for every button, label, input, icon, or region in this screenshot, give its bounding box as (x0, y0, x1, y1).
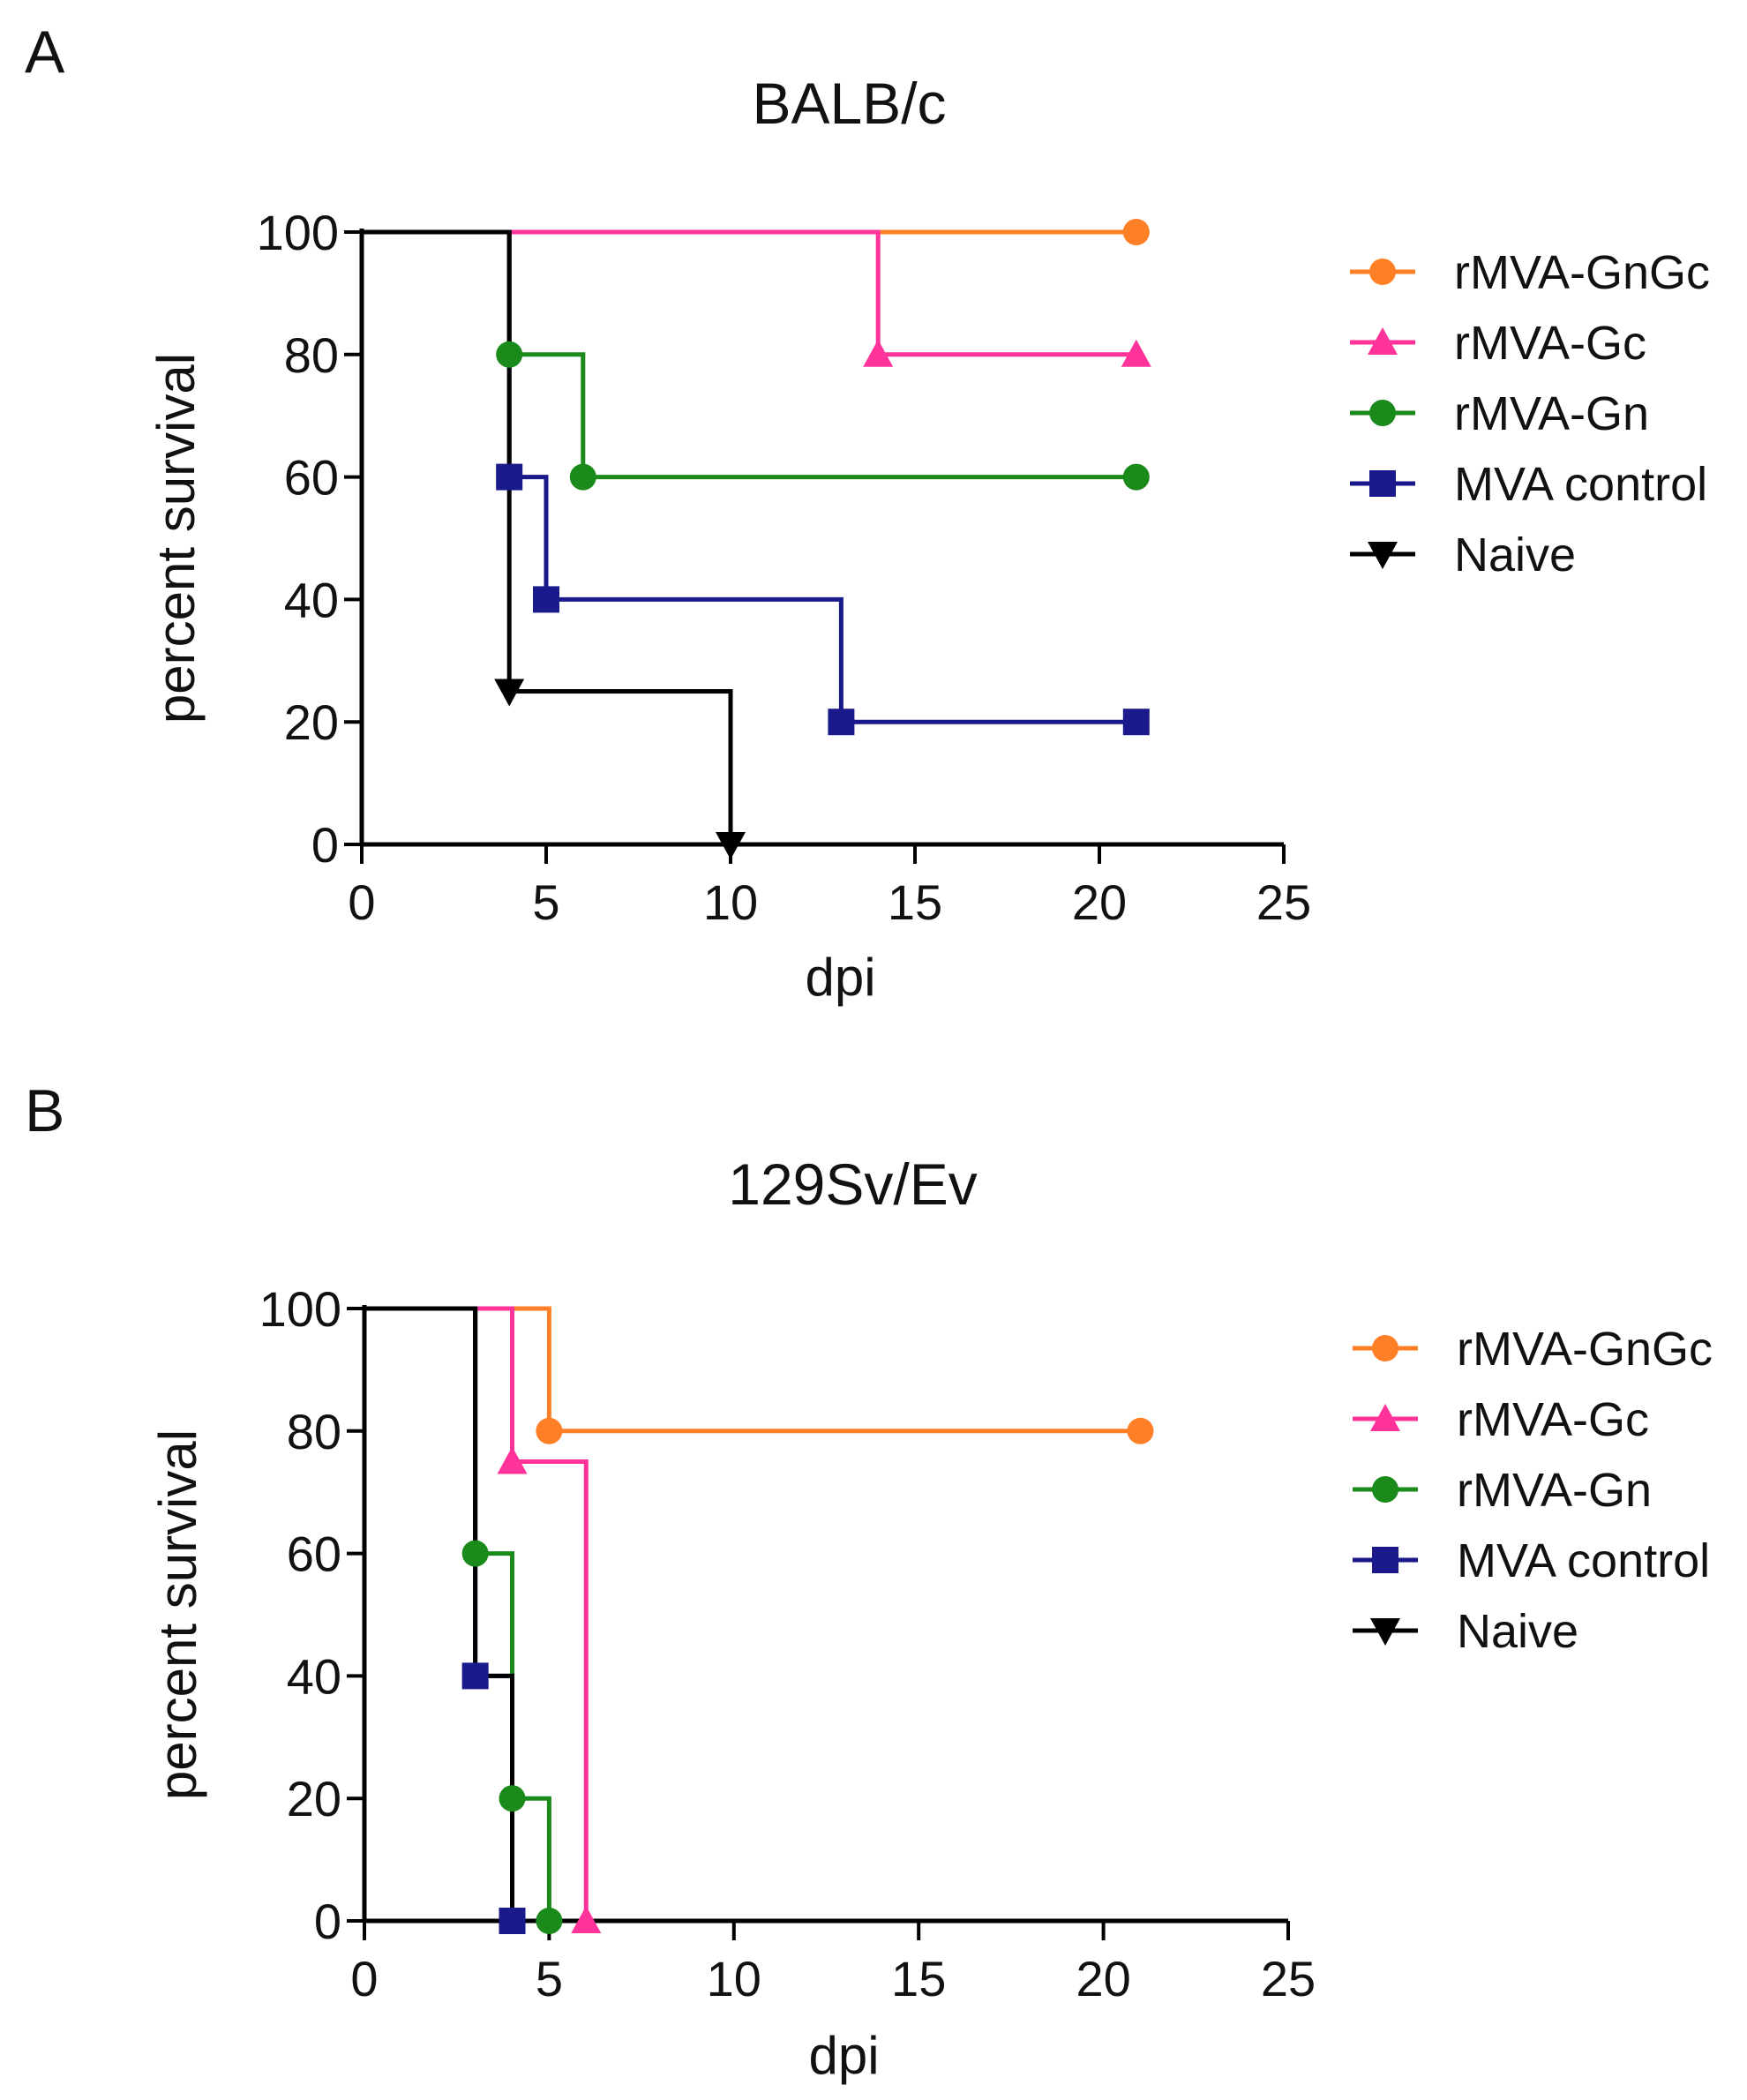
legend-entry-rmva-gngc: rMVA-GnGc (1350, 246, 1710, 299)
chart-balbc: BALB/c 0 20 40 60 80 100 0 5 10 15 20 25 dpi percent s… (146, 71, 1710, 1007)
legend-marker (1369, 400, 1396, 426)
data-point-rmva-gn (569, 463, 596, 491)
data-point-rmva-gngc (1127, 1417, 1154, 1444)
data-point-mva-control (499, 1908, 526, 1934)
data-point-rmva-gc (497, 1446, 528, 1474)
x-tick-label: 15 (888, 874, 942, 930)
legend-marker (1368, 327, 1398, 355)
legend-label: MVA control (1457, 1534, 1710, 1587)
x-tick-label: 15 (891, 1951, 946, 2006)
y-tick-label: 100 (257, 205, 339, 260)
y-tick-label: 60 (284, 450, 339, 506)
panel-label-b: B (25, 1077, 64, 1144)
legend-marker (1368, 542, 1398, 569)
legend-marker (1372, 1335, 1398, 1361)
legend-entry-rmva-gn: rMVA-Gn (1353, 1464, 1652, 1517)
x-axis-label: dpi (805, 948, 875, 1007)
y-axis-label: percent survival (146, 353, 206, 724)
legend-label: rMVA-Gc (1454, 317, 1646, 370)
y-tick-label: 100 (259, 1281, 341, 1337)
legend-label: Naive (1457, 1605, 1578, 1658)
legend-marker (1369, 470, 1396, 497)
legend-entry-rmva-gc: rMVA-Gc (1350, 317, 1646, 370)
data-point-rmva-gc (571, 1906, 602, 1933)
panel-label-a: A (25, 19, 65, 86)
data-point-rmva-gn (499, 1785, 526, 1812)
data-point-rmva-gn (496, 341, 523, 368)
y-tick-label: 0 (311, 817, 339, 873)
legend-entry-rmva-gngc: rMVA-GnGc (1353, 1323, 1713, 1376)
data-point-naive (716, 832, 746, 859)
legend-marker (1369, 259, 1396, 285)
x-tick-label: 25 (1261, 1951, 1316, 2006)
data-point-rmva-gn (461, 1540, 489, 1567)
y-tick-label: 80 (287, 1404, 341, 1459)
x-tick-label: 20 (1076, 1951, 1130, 2006)
legend-marker (1372, 1476, 1398, 1503)
x-tick-label: 10 (703, 874, 758, 930)
legend-label: rMVA-Gn (1454, 387, 1649, 440)
chart-129sv-ev: 129Sv/Ev 0 20 40 60 80 100 0 5 10 15 20 25 dpi percent… (148, 1151, 1713, 2085)
legend-marker (1370, 1404, 1400, 1431)
legend-marker (1372, 1547, 1398, 1573)
legend-entry-mva-control: MVA control (1353, 1534, 1710, 1587)
x-tick-label: 5 (532, 874, 559, 930)
chart-title: BALB/c (752, 71, 946, 136)
y-tick-label: 0 (314, 1894, 341, 1949)
y-tick-label: 60 (287, 1526, 341, 1582)
legend-label: MVA control (1454, 458, 1707, 511)
data-point-rmva-gn (1122, 463, 1150, 491)
y-tick-label: 40 (284, 572, 339, 627)
legend-label: Naive (1454, 529, 1576, 581)
chart-title: 129Sv/Ev (728, 1151, 978, 1217)
data-point-rmva-gngc (1122, 219, 1150, 245)
y-tick-label: 80 (284, 327, 339, 383)
data-point-mva-control (461, 1662, 489, 1690)
series-line-rmva-gn (364, 1306, 551, 1921)
data-point-rmva-gc (863, 339, 894, 367)
data-point-mva-control (828, 709, 855, 736)
series-line-naive (364, 1306, 515, 1921)
x-tick-label: 0 (348, 874, 375, 930)
legend-marker (1370, 1618, 1400, 1646)
data-point-naive (494, 679, 525, 707)
x-tick-label: 25 (1256, 874, 1311, 930)
legend-entry-mva-control: MVA control (1350, 458, 1707, 511)
series-line-rmva-gngc (364, 1306, 1141, 1434)
data-point-mva-control (1122, 709, 1150, 736)
series-line-rmva-gc (362, 229, 1136, 357)
series-line-mva-control (364, 1306, 515, 1921)
y-axis-label: percent survival (148, 1429, 207, 1800)
y-tick-label: 40 (287, 1648, 341, 1704)
x-axis-label: dpi (808, 2026, 879, 2085)
legend-label: rMVA-Gc (1457, 1393, 1649, 1446)
legend-label: rMVA-Gn (1457, 1464, 1652, 1517)
legend-entry-naive: Naive (1350, 529, 1576, 581)
legend-entry-rmva-gn: rMVA-Gn (1350, 387, 1649, 440)
legend-label: rMVA-GnGc (1457, 1323, 1713, 1376)
y-tick-label: 20 (284, 694, 339, 750)
x-tick-label: 0 (350, 1951, 378, 2006)
legend-label: rMVA-GnGc (1454, 246, 1710, 299)
data-point-mva-control (533, 586, 559, 613)
data-point-rmva-gn (536, 1908, 563, 1934)
x-tick-label: 10 (707, 1951, 761, 2006)
legend-entry-rmva-gc: rMVA-Gc (1353, 1393, 1649, 1446)
y-tick-label: 20 (287, 1771, 341, 1826)
legend-entry-naive: Naive (1353, 1605, 1578, 1658)
x-tick-label: 20 (1072, 874, 1127, 930)
data-point-rmva-gngc (536, 1417, 563, 1444)
x-tick-label: 5 (536, 1951, 563, 2006)
data-point-rmva-gc (1121, 339, 1151, 367)
data-point-mva-control (496, 463, 523, 491)
